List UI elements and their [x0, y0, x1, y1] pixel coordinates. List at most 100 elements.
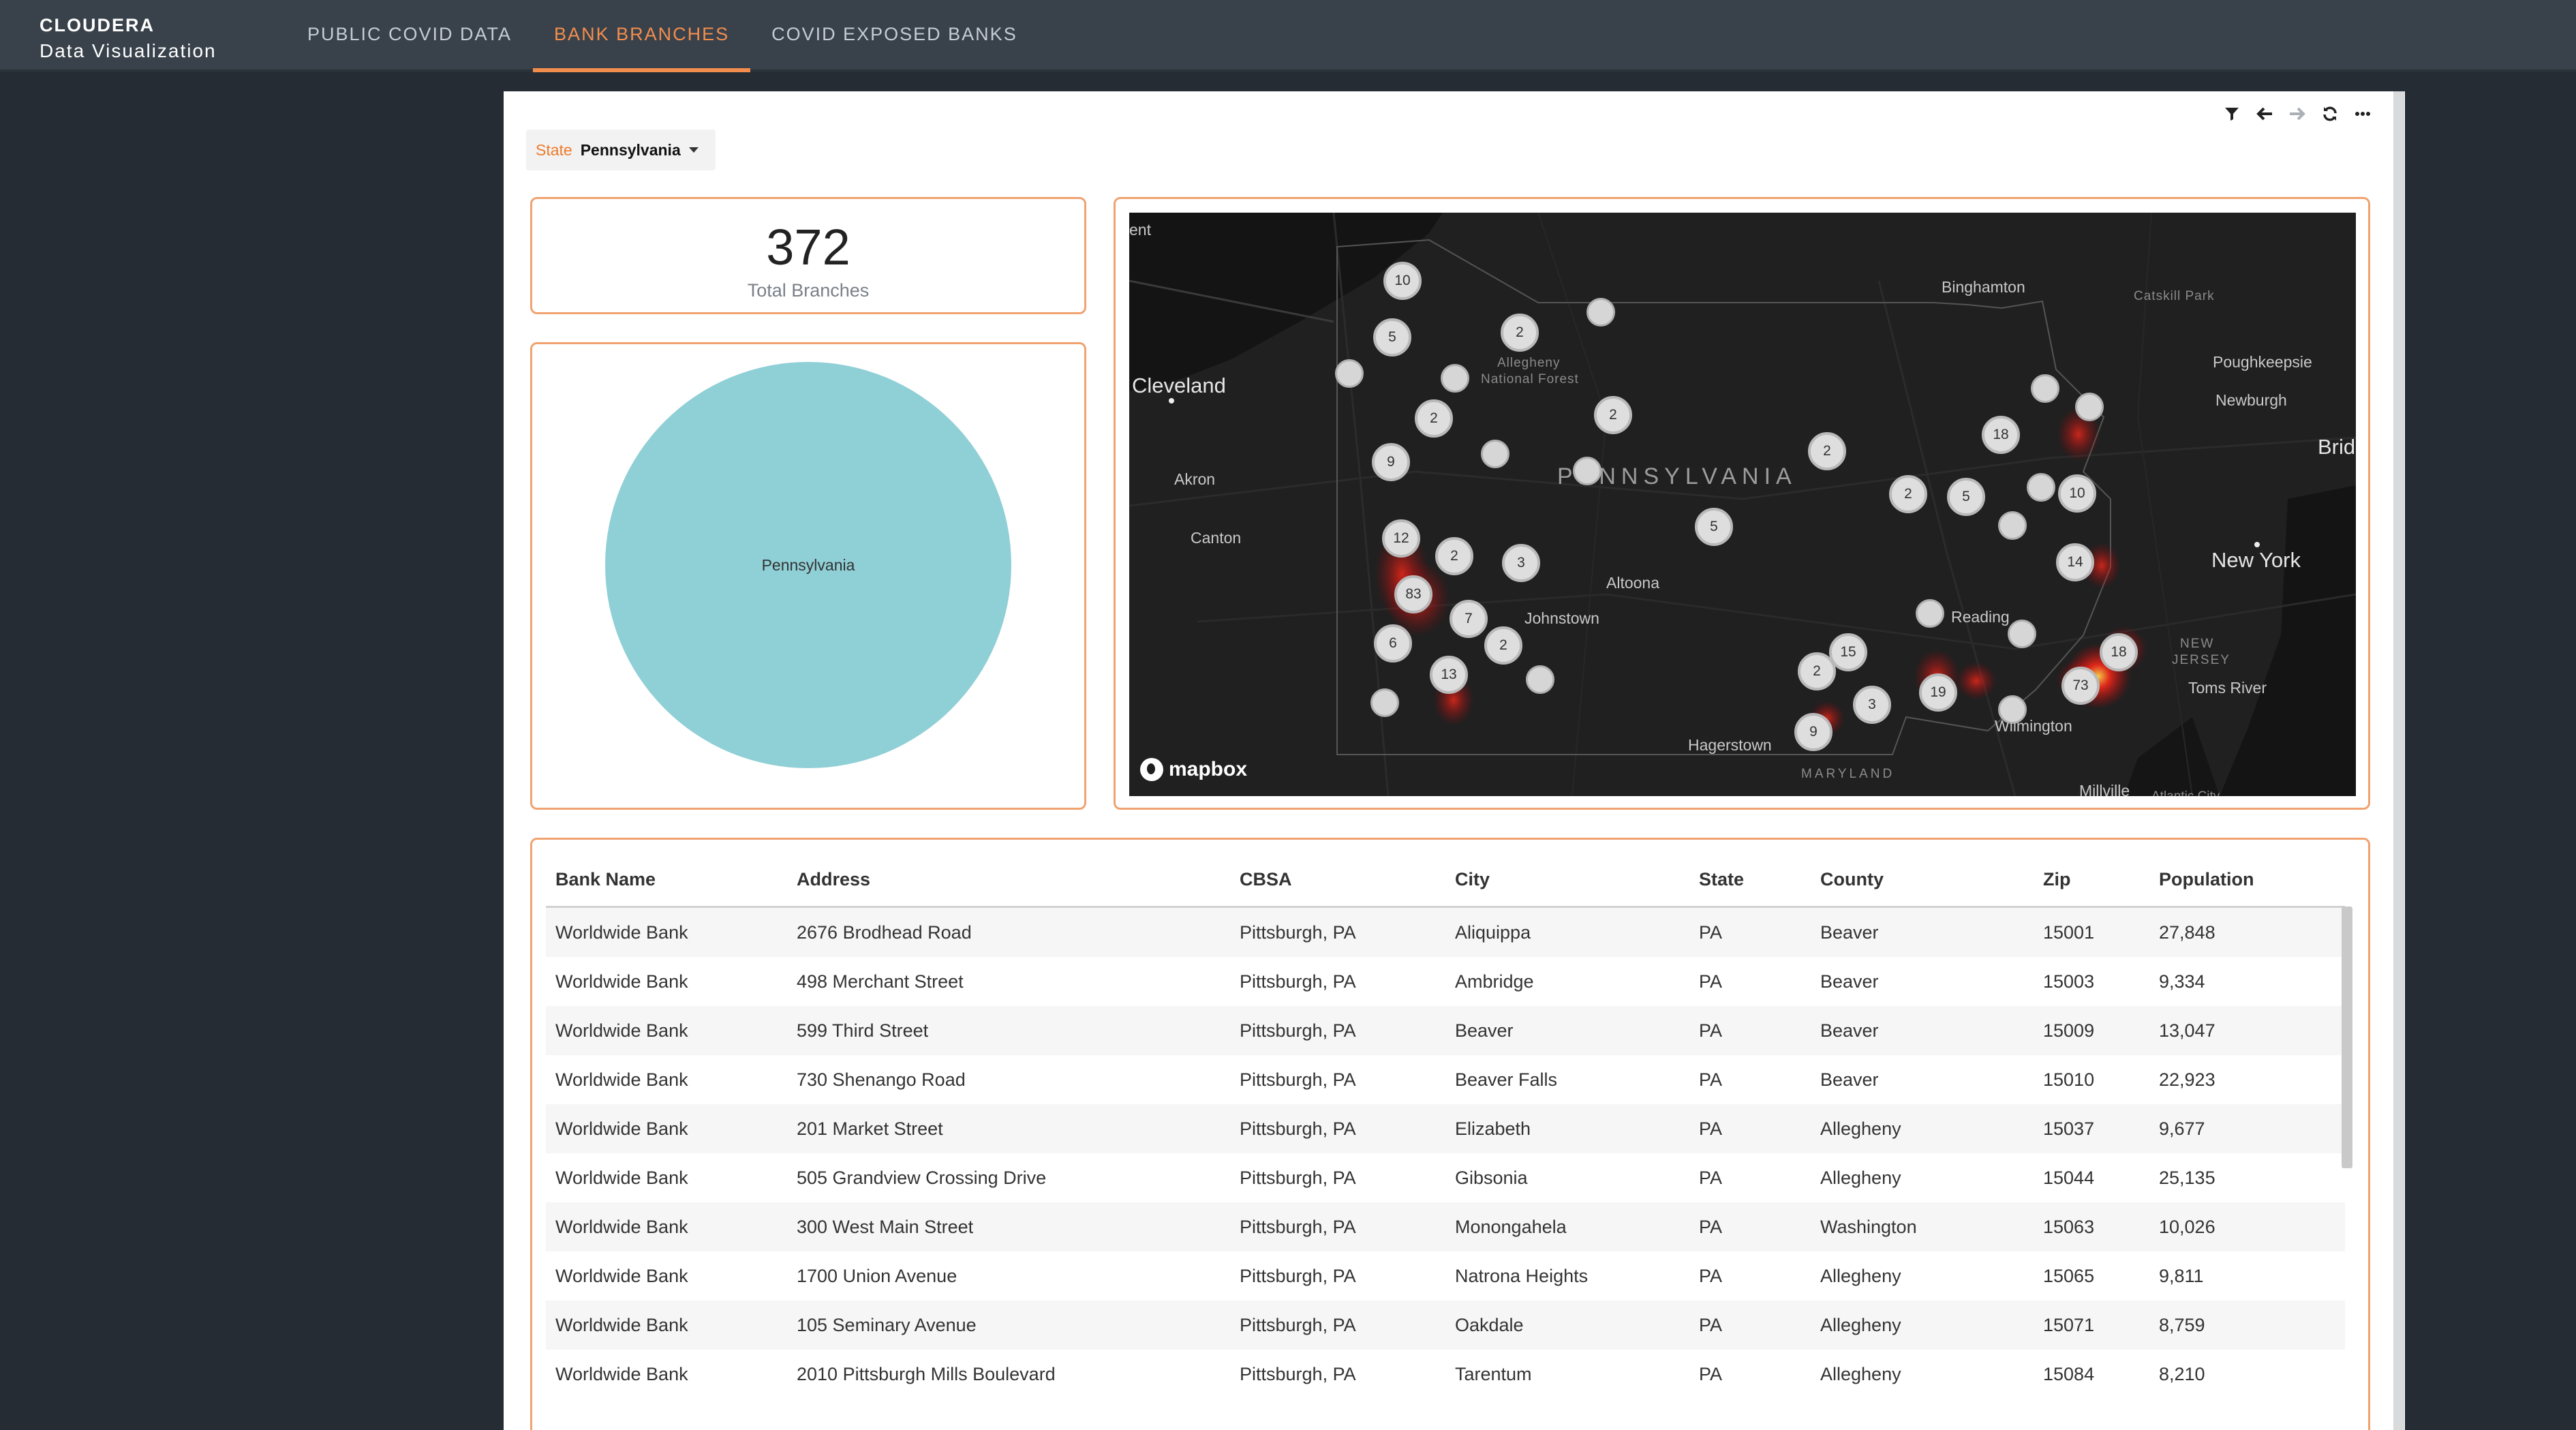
- map-branch-marker[interactable]: [1998, 511, 2027, 540]
- map-label: MARYLAND: [1801, 767, 1895, 781]
- map-cluster-marker[interactable]: 14: [2056, 543, 2094, 581]
- table-row[interactable]: Worldwide Bank 730 Shenango Road Pittsbu…: [546, 1055, 2345, 1104]
- panel-scrollbar[interactable]: [2393, 91, 2404, 1430]
- table-row[interactable]: Worldwide Bank 2010 Pittsburgh Mills Bou…: [546, 1350, 2345, 1399]
- map-branch-marker[interactable]: [1586, 298, 1615, 326]
- map-cluster-marker[interactable]: 6: [1374, 624, 1412, 663]
- map-cluster-marker[interactable]: 10: [2058, 474, 2096, 513]
- column-header[interactable]: County: [1820, 869, 1884, 889]
- column-header[interactable]: Zip: [2043, 869, 2071, 889]
- table-row[interactable]: Worldwide Bank 505 Grandview Crossing Dr…: [546, 1153, 2345, 1202]
- map-cluster-marker[interactable]: 9: [1372, 443, 1410, 481]
- table-row[interactable]: Worldwide Bank 300 West Main Street Pitt…: [546, 1202, 2345, 1251]
- table-cell: PA: [1699, 1167, 1723, 1188]
- table-cell: Pittsburgh, PA: [1240, 971, 1356, 992]
- app-logo[interactable]: CLOUDERA Data Visualization: [40, 15, 217, 62]
- map-cluster-marker[interactable]: 5: [1695, 508, 1733, 546]
- table-row[interactable]: Worldwide Bank 599 Third Street Pittsbur…: [546, 1006, 2345, 1055]
- map-branch-marker[interactable]: [1481, 440, 1509, 468]
- map-branch-marker[interactable]: [1573, 457, 1601, 485]
- map-branch-marker[interactable]: [2027, 473, 2055, 502]
- table-cell: 15010: [2043, 1069, 2095, 1090]
- map-branch-marker[interactable]: [2075, 393, 2104, 421]
- table-cell: Beaver Falls: [1455, 1069, 1558, 1090]
- map-cluster-marker[interactable]: 5: [1947, 478, 1985, 516]
- map-cluster-marker[interactable]: 9: [1794, 713, 1833, 751]
- map-cluster-marker[interactable]: 18: [2100, 633, 2138, 671]
- map-cluster-marker[interactable]: 2: [1415, 399, 1453, 438]
- map-label: Akron: [1174, 470, 1216, 488]
- table-cell: Allegheny: [1820, 1314, 1901, 1335]
- table-cell: Pittsburgh, PA: [1240, 1069, 1356, 1090]
- map-branch-marker[interactable]: [1335, 359, 1364, 388]
- map-cluster-marker[interactable]: 10: [1383, 262, 1422, 300]
- map-cluster-marker[interactable]: 7: [1450, 600, 1488, 638]
- map-cluster-marker[interactable]: 13: [1430, 656, 1468, 694]
- map-branch-marker[interactable]: [1526, 665, 1554, 694]
- map-cluster-marker[interactable]: 12: [1382, 519, 1420, 558]
- table-row[interactable]: Worldwide Bank 2676 Brodhead Road Pittsb…: [546, 908, 2345, 957]
- mapbox-attribution[interactable]: mapbox: [1140, 758, 1247, 781]
- pie-slice-pennsylvania[interactable]: [605, 362, 1011, 768]
- dashboard-toolbar: [2220, 102, 2374, 125]
- pie-slice-label: Pennsylvania: [762, 556, 855, 574]
- cleveland-dot: [1169, 398, 1174, 404]
- table-cell: 8,210: [2159, 1363, 2205, 1384]
- bank-branches-map-card: ent Cleveland Akron Canton Binghamton Ca…: [1114, 197, 2370, 810]
- refresh-icon[interactable]: [2318, 102, 2342, 125]
- map-cluster-marker[interactable]: 18: [1982, 416, 2020, 454]
- tab-bank-branches[interactable]: BANK BRANCHES: [533, 0, 751, 72]
- table-cell: 1700 Union Avenue: [797, 1265, 957, 1286]
- table-scrollbar[interactable]: [2342, 907, 2352, 1168]
- table-cell: Pittsburgh, PA: [1240, 1167, 1356, 1188]
- table-row[interactable]: Worldwide Bank 1700 Union Avenue Pittsbu…: [546, 1251, 2345, 1300]
- kpi-label: Total Branches: [747, 280, 870, 301]
- table-cell: Beaver: [1820, 1069, 1879, 1090]
- map-cluster-marker[interactable]: 15: [1829, 633, 1867, 671]
- column-header[interactable]: Population: [2159, 869, 2254, 889]
- state-filter-value: Pennsylvania: [580, 140, 681, 159]
- table-row[interactable]: Worldwide Bank 105 Seminary Avenue Pitts…: [546, 1300, 2345, 1350]
- map-view[interactable]: ent Cleveland Akron Canton Binghamton Ca…: [1129, 213, 2356, 796]
- table-cell: 15001: [2043, 922, 2095, 943]
- map-cluster-marker[interactable]: 19: [1919, 673, 1957, 712]
- table-body: Worldwide Bank 2676 Brodhead Road Pittsb…: [546, 908, 2345, 1399]
- tab-covid-exposed-banks[interactable]: COVID EXPOSED BANKS: [771, 23, 1017, 44]
- back-arrow-icon[interactable]: [2253, 102, 2276, 125]
- map-cluster-marker[interactable]: 3: [1502, 544, 1540, 582]
- table-row[interactable]: Worldwide Bank 201 Market Street Pittsbu…: [546, 1104, 2345, 1153]
- column-header[interactable]: CBSA: [1240, 869, 1292, 889]
- state-filter-dropdown[interactable]: State Pennsylvania: [526, 130, 716, 170]
- table-cell: 15065: [2043, 1265, 2095, 1286]
- map-branch-marker[interactable]: [1916, 599, 1944, 628]
- map-cluster-marker[interactable]: 2: [1484, 626, 1522, 665]
- column-header[interactable]: State: [1699, 869, 1745, 889]
- map-cluster-marker[interactable]: 73: [2061, 667, 2100, 705]
- column-header[interactable]: Bank Name: [555, 869, 656, 889]
- map-cluster-marker[interactable]: 2: [1435, 537, 1473, 575]
- table-cell: Pittsburgh, PA: [1240, 1363, 1356, 1384]
- tab-public-covid-data[interactable]: PUBLIC COVID DATA: [307, 23, 512, 44]
- map-cluster-marker[interactable]: 83: [1394, 575, 1432, 613]
- map-cluster-marker[interactable]: 2: [1808, 432, 1846, 470]
- more-icon[interactable]: [2351, 102, 2374, 125]
- column-header[interactable]: City: [1455, 869, 1490, 889]
- table-row[interactable]: Worldwide Bank 498 Merchant Street Pitts…: [546, 957, 2345, 1006]
- map-branch-marker[interactable]: [2031, 374, 2059, 403]
- map-cluster-marker[interactable]: 3: [1853, 686, 1891, 724]
- table-cell: Worldwide Bank: [555, 1314, 688, 1335]
- map-cluster-marker[interactable]: 2: [1501, 314, 1539, 352]
- map-cluster-marker[interactable]: 5: [1373, 318, 1411, 356]
- column-header[interactable]: Address: [797, 869, 871, 889]
- map-cluster-marker[interactable]: 2: [1889, 475, 1927, 513]
- map-label: Atlantic City: [2151, 789, 2220, 796]
- table-cell: Pittsburgh, PA: [1240, 922, 1356, 943]
- map-branch-marker[interactable]: [1370, 688, 1399, 717]
- map-branch-marker[interactable]: [1998, 695, 2027, 724]
- forward-arrow-icon[interactable]: [2286, 102, 2309, 125]
- map-branch-marker[interactable]: [2008, 620, 2036, 648]
- map-cluster-marker[interactable]: 2: [1594, 396, 1632, 434]
- filter-icon[interactable]: [2220, 102, 2243, 125]
- map-branch-marker[interactable]: [1441, 364, 1469, 393]
- bank-branches-table-card: Bank Name Address CBSA City State County…: [530, 838, 2370, 1430]
